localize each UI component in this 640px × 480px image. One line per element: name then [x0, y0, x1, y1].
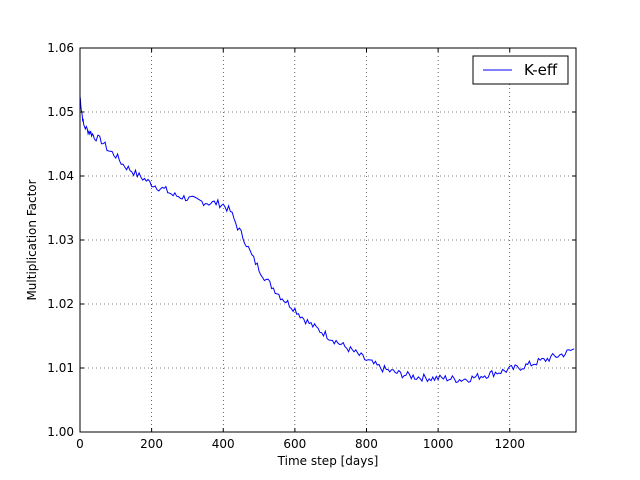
y-tick-label: 1.02 — [47, 297, 74, 311]
x-tick-label: 800 — [355, 437, 378, 451]
legend-label-k-eff: K-eff — [524, 61, 558, 79]
y-tick-label: 1.04 — [47, 169, 74, 183]
x-axis-label: Time step [days] — [277, 454, 379, 468]
y-tick-label: 1.00 — [47, 425, 74, 439]
x-tick-label: 200 — [140, 437, 163, 451]
x-tick-label: 0 — [76, 437, 84, 451]
y-tick-label: 1.03 — [47, 233, 74, 247]
x-tick-label: 1200 — [494, 437, 525, 451]
y-axis-label: Multiplication Factor — [25, 179, 39, 300]
x-tick-label: 600 — [283, 437, 306, 451]
y-tick-label: 1.01 — [47, 361, 74, 375]
series-line-k-eff — [79, 96, 575, 383]
grid — [79, 47, 576, 433]
legend: K-eff — [472, 55, 569, 85]
y-tick-label: 1.06 — [47, 41, 74, 55]
y-tick-label: 1.05 — [47, 105, 74, 119]
x-tick-label: 1000 — [423, 437, 454, 451]
series-layer — [79, 96, 575, 383]
x-tick-label: 400 — [212, 437, 235, 451]
ticks: 0 200 400 600 800 1000 1200 1.00 1.01 1.02 1.03 1.0… — [47, 41, 576, 451]
